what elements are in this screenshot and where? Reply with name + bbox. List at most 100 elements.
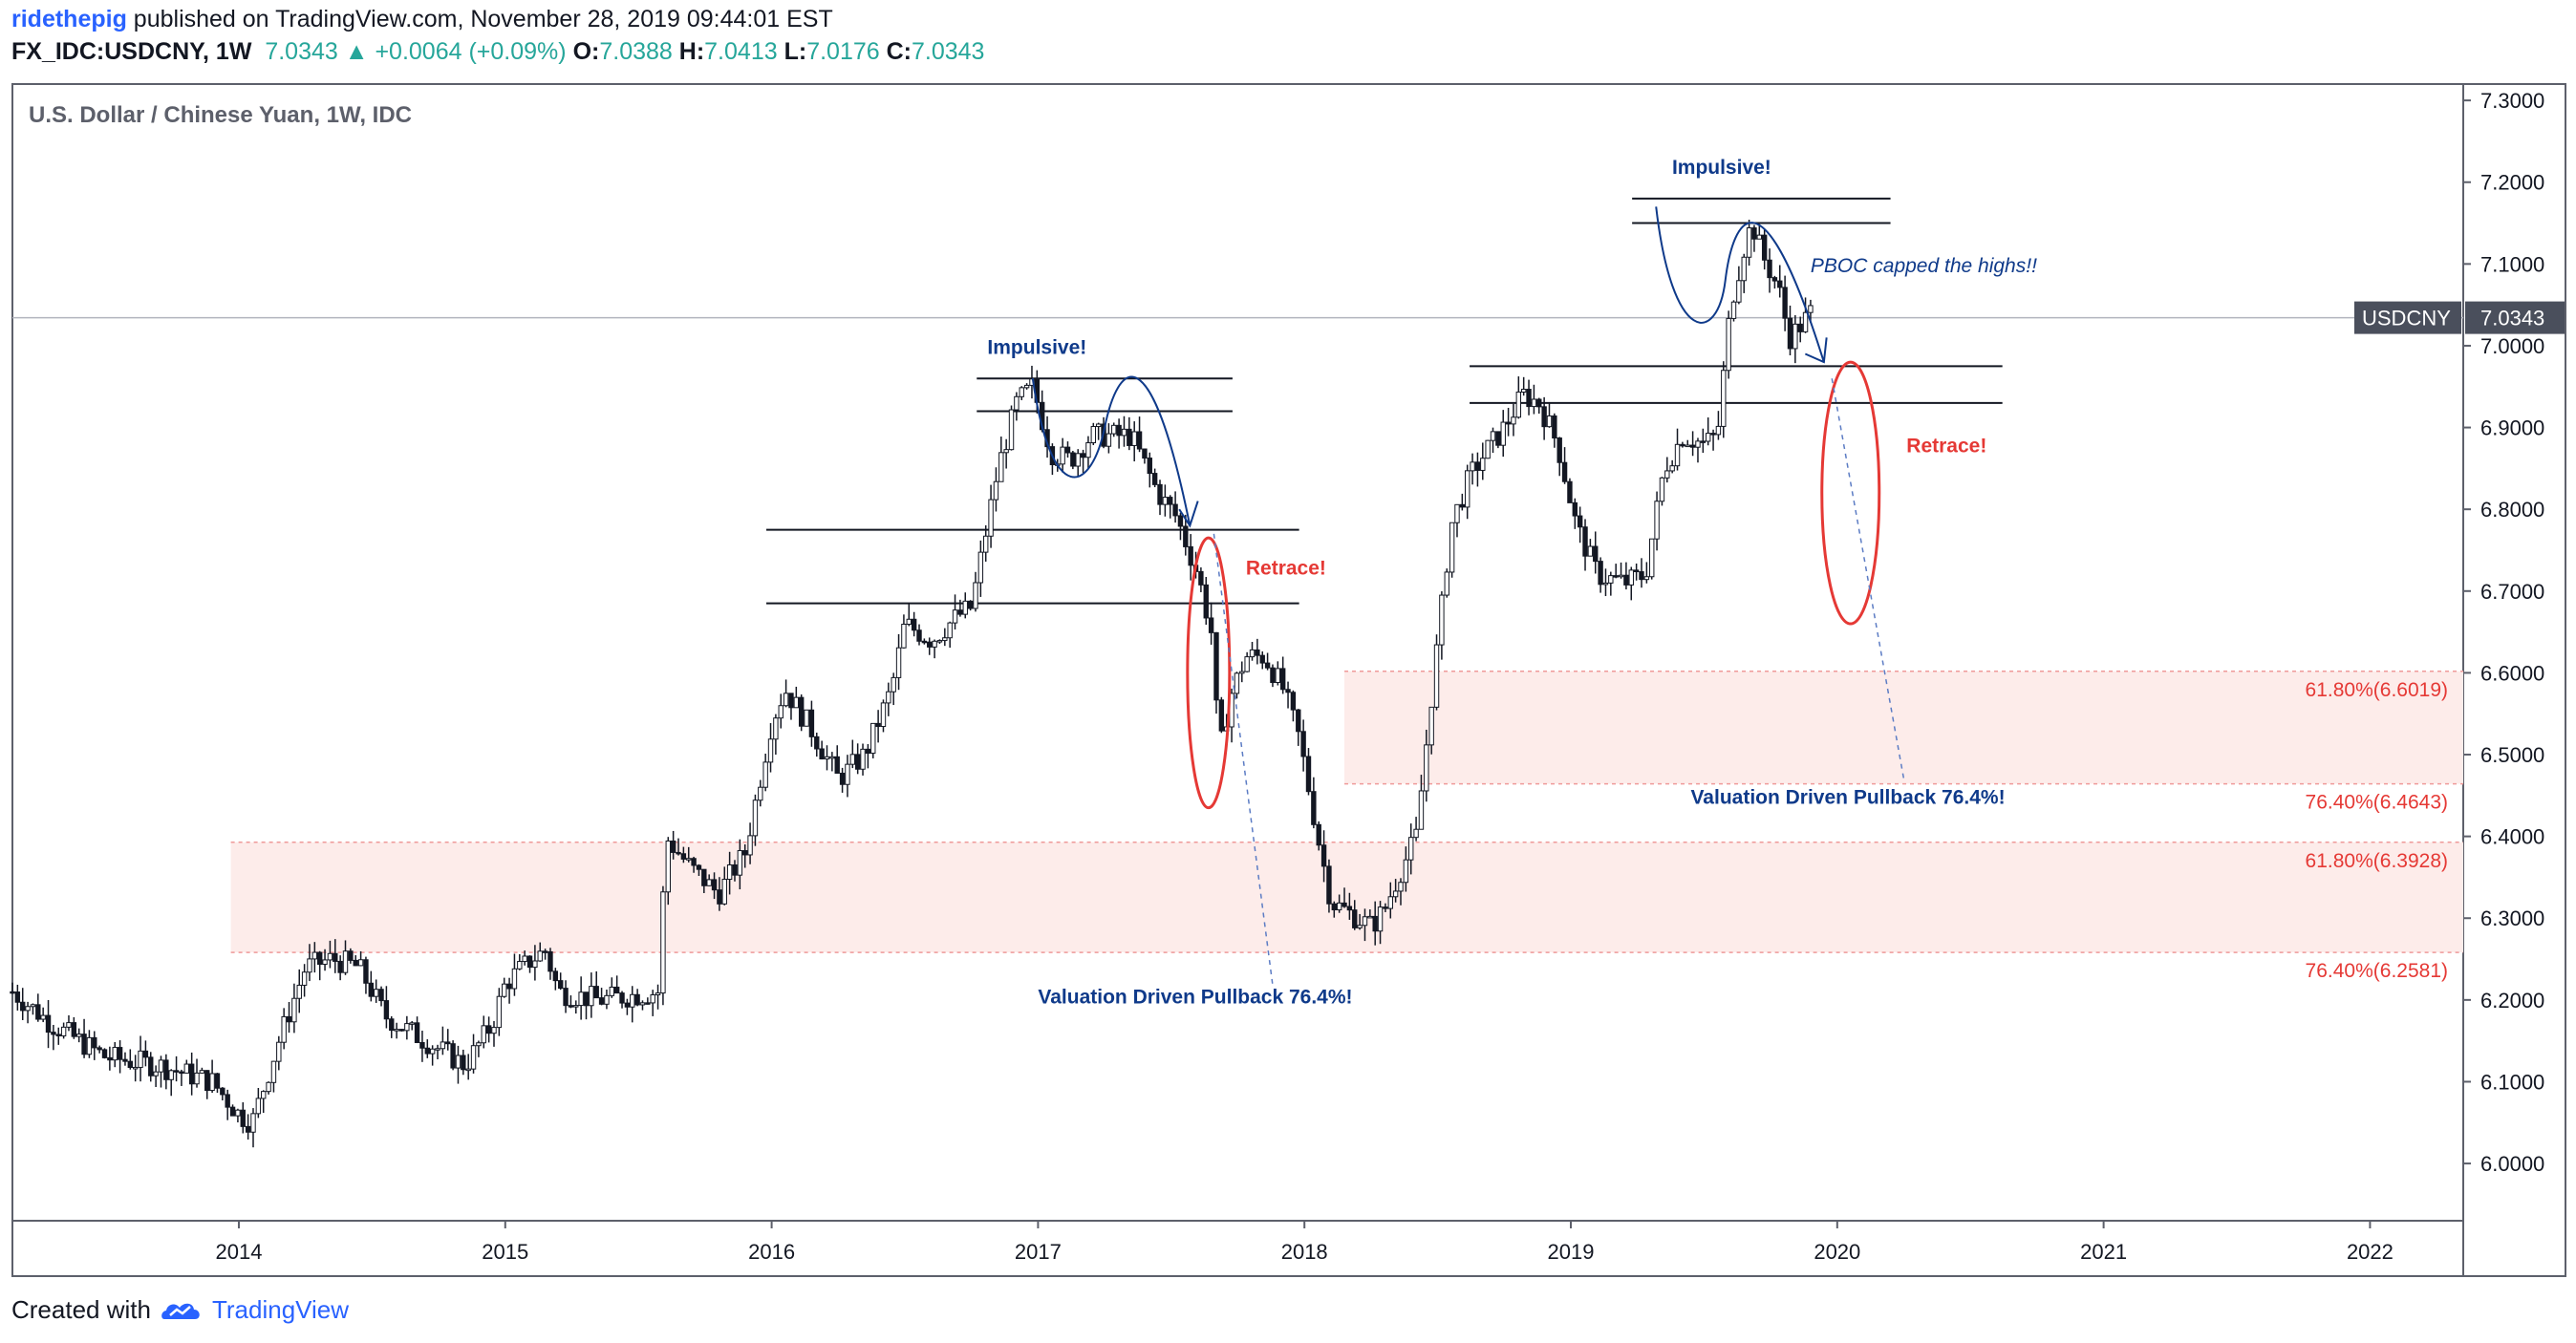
fib-label-61-upper-zone: 61.80%(6.6019) [2306, 679, 2448, 701]
candle-body [333, 952, 338, 962]
candle-body [1244, 656, 1250, 672]
candle-body [1470, 461, 1475, 472]
candle-body [1003, 449, 1009, 454]
retrace-ellipse-1 [1186, 536, 1232, 810]
candle-body [419, 1041, 425, 1049]
candle-body [112, 1047, 118, 1061]
candle-body [1490, 431, 1496, 441]
candle-body [199, 1070, 205, 1074]
candle-body [1060, 446, 1065, 465]
candle-body [1454, 503, 1460, 523]
candle-body [829, 756, 835, 759]
candle-body [1392, 890, 1399, 898]
candle-body [25, 1006, 31, 1012]
y-tick-label: 7.2000 [2480, 171, 2544, 195]
candle-body [1771, 277, 1778, 282]
candle-body [255, 1098, 262, 1115]
retrace-label-2: Retrace! [1906, 435, 1986, 457]
candle-body [40, 1014, 46, 1020]
candle-body [86, 1036, 93, 1055]
candle-body [1618, 574, 1624, 578]
candle-body [1095, 423, 1102, 428]
candle-body [153, 1071, 159, 1077]
candle-body [973, 582, 978, 609]
candle-body [296, 984, 302, 999]
candle-body [357, 959, 364, 967]
candle-body [609, 986, 615, 996]
candle-body [394, 1029, 399, 1032]
candle-body [270, 1060, 277, 1083]
y-tick-label: 6.7000 [2480, 580, 2544, 604]
candle-body [97, 1047, 102, 1051]
x-tick-label: 2019 [1548, 1240, 1595, 1264]
candle-body [1320, 844, 1327, 867]
fib-zone-1 [230, 842, 2463, 953]
candle-body [742, 850, 748, 856]
candle-body [409, 1022, 415, 1025]
candle-body [563, 988, 569, 1007]
candle-body [517, 961, 523, 970]
candle-body [1439, 594, 1445, 646]
candle-body [1751, 227, 1757, 240]
candle-body [952, 609, 958, 624]
candle-body [1526, 389, 1532, 408]
candle-body [916, 629, 922, 642]
candle-body [168, 1070, 174, 1080]
candle-body [1279, 668, 1286, 691]
candle-body [220, 1087, 225, 1096]
candle-body [1275, 668, 1281, 683]
author-name[interactable]: ridethepig [11, 6, 127, 32]
y-tick-label: 6.6000 [2480, 661, 2544, 685]
candle-body [676, 851, 681, 855]
candle-body [1505, 421, 1512, 425]
candle-body [276, 1041, 282, 1062]
candle-body [814, 735, 820, 750]
candle-body [1336, 902, 1342, 911]
candle-body [860, 748, 866, 770]
candle-body [557, 980, 564, 990]
candle-body [1552, 415, 1557, 439]
tradingview-logo-icon[interactable] [159, 1296, 204, 1325]
candle-body [353, 959, 358, 967]
candle-body [188, 1063, 195, 1085]
candle-body [1285, 689, 1291, 693]
candle-body [179, 1071, 184, 1075]
candle-body [101, 1049, 108, 1058]
candle-body [307, 958, 312, 973]
candle-body [552, 970, 559, 982]
candle-body [1019, 387, 1024, 397]
candle-body [630, 993, 635, 1008]
candle-body [66, 1022, 72, 1028]
candle-body [598, 997, 605, 1005]
candle-body [1680, 443, 1685, 447]
fib-zone-2 [1344, 671, 2463, 784]
candle-body [183, 1063, 189, 1074]
chart-frame [11, 83, 2566, 1277]
impulsive-label-1: Impulsive! [987, 337, 1086, 359]
candle-body [783, 693, 789, 707]
candle-body [378, 989, 384, 1002]
candle-body [132, 1066, 139, 1070]
candle-body [983, 535, 989, 553]
y-tick-label: 6.2000 [2480, 989, 2544, 1013]
candle-body [45, 1014, 52, 1034]
candle-body [1183, 525, 1189, 547]
candle-body [778, 705, 784, 719]
candle-body [229, 1106, 236, 1117]
candle-body [204, 1070, 210, 1092]
candle-body [1023, 384, 1030, 389]
candle-body [1188, 545, 1193, 566]
candle-body [660, 891, 666, 994]
candle-body [865, 748, 871, 755]
impulsive-label-2: Impulsive! [1672, 157, 1771, 179]
tradingview-brand[interactable]: TradingView [211, 1295, 350, 1324]
candle-body [148, 1056, 154, 1077]
x-tick-label: 2022 [2347, 1240, 2394, 1264]
y-tick-label: 6.0000 [2480, 1152, 2544, 1176]
candle-body [35, 1004, 41, 1020]
candle-body [886, 691, 891, 704]
candle-body [839, 772, 846, 785]
candle-body [1383, 906, 1388, 909]
candle-body [962, 600, 968, 615]
